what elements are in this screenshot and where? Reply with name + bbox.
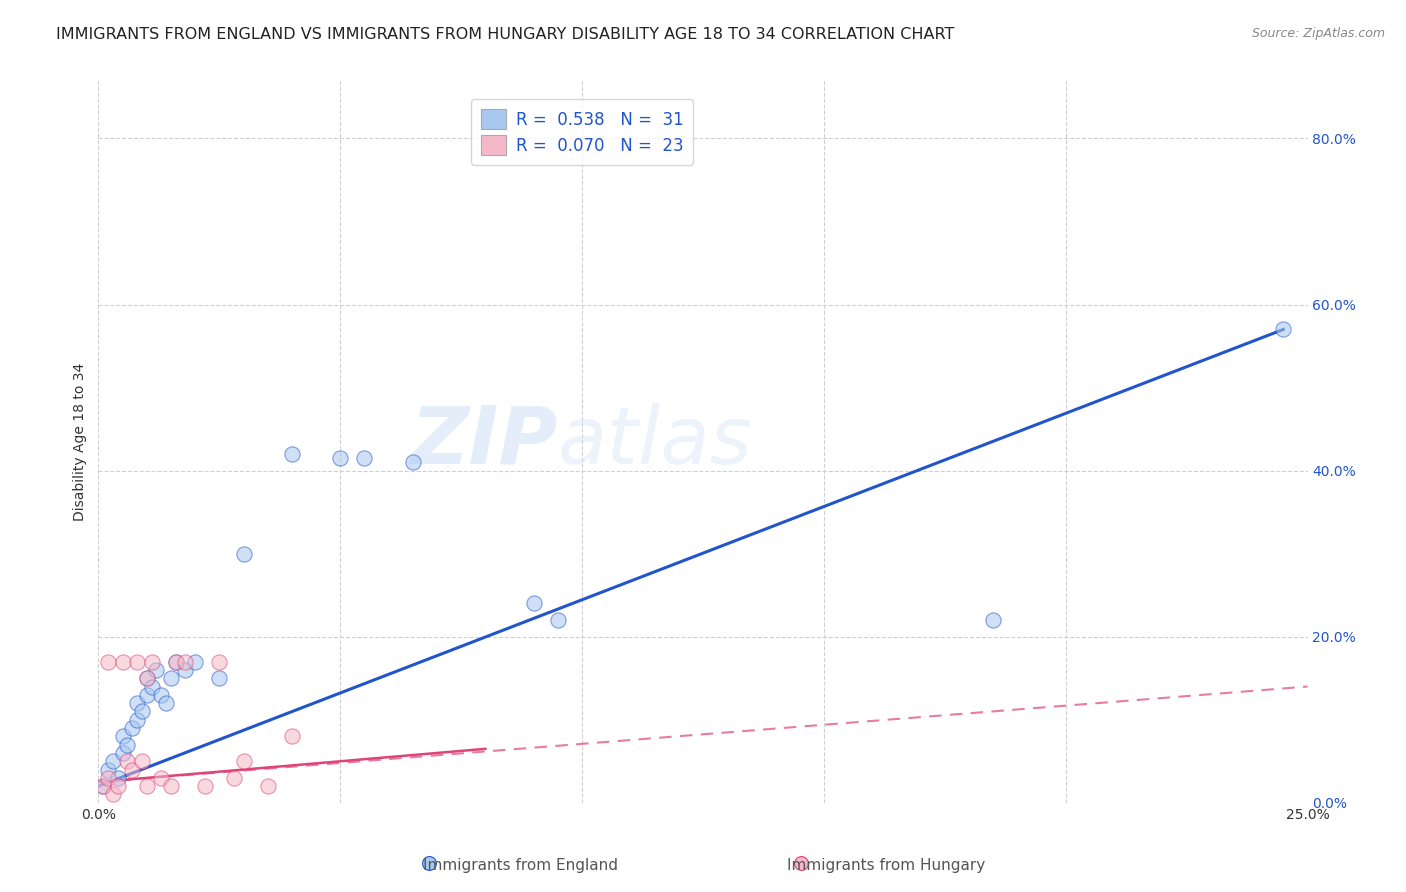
Point <box>135 671 157 685</box>
Point <box>256 779 278 793</box>
Point <box>418 856 440 871</box>
Point <box>165 655 187 669</box>
Point <box>111 730 134 744</box>
Point <box>208 655 231 669</box>
Point <box>222 771 245 785</box>
Point <box>117 738 139 752</box>
Point <box>127 655 149 669</box>
Point <box>208 671 231 685</box>
Point <box>107 779 129 793</box>
Point <box>145 663 167 677</box>
Y-axis label: Disability Age 18 to 34: Disability Age 18 to 34 <box>73 362 87 521</box>
Point <box>141 655 163 669</box>
Point <box>117 754 139 768</box>
Point <box>547 613 569 627</box>
Point <box>97 763 120 777</box>
Point <box>160 779 183 793</box>
Point <box>101 788 124 802</box>
Point <box>353 451 375 466</box>
Point <box>184 655 207 669</box>
Point <box>97 655 120 669</box>
Point <box>150 688 173 702</box>
Point <box>121 721 143 735</box>
Point <box>281 447 304 461</box>
Text: ZIP: ZIP <box>411 402 558 481</box>
Point <box>402 455 425 469</box>
Point <box>91 779 114 793</box>
Point <box>523 597 546 611</box>
Point <box>155 696 177 710</box>
Point <box>232 547 254 561</box>
Point <box>160 671 183 685</box>
Point <box>329 451 352 466</box>
Point <box>111 655 134 669</box>
Point <box>194 779 217 793</box>
Text: Source: ZipAtlas.com: Source: ZipAtlas.com <box>1251 27 1385 40</box>
Point <box>174 663 197 677</box>
Legend: R =  0.538   N =  31, R =  0.070   N =  23: R = 0.538 N = 31, R = 0.070 N = 23 <box>471 99 693 165</box>
Point <box>135 671 157 685</box>
Point <box>981 613 1004 627</box>
Point <box>131 754 153 768</box>
Point <box>232 754 254 768</box>
Point <box>141 680 163 694</box>
Point <box>131 705 153 719</box>
Point <box>111 746 134 760</box>
Point <box>135 688 157 702</box>
Point <box>165 655 187 669</box>
Point <box>101 754 124 768</box>
Point <box>790 856 813 871</box>
Point <box>107 771 129 785</box>
Text: Immigrants from England: Immigrants from England <box>423 858 617 872</box>
Point <box>150 771 173 785</box>
Point <box>91 779 114 793</box>
Point <box>97 771 120 785</box>
Point <box>174 655 197 669</box>
Point <box>121 763 143 777</box>
Text: IMMIGRANTS FROM ENGLAND VS IMMIGRANTS FROM HUNGARY DISABILITY AGE 18 TO 34 CORRE: IMMIGRANTS FROM ENGLAND VS IMMIGRANTS FR… <box>56 27 955 42</box>
Point <box>135 779 157 793</box>
Point <box>1272 322 1295 336</box>
Point <box>127 696 149 710</box>
Text: atlas: atlas <box>558 402 752 481</box>
Text: Immigrants from Hungary: Immigrants from Hungary <box>786 858 986 872</box>
Point <box>281 730 304 744</box>
Point <box>127 713 149 727</box>
